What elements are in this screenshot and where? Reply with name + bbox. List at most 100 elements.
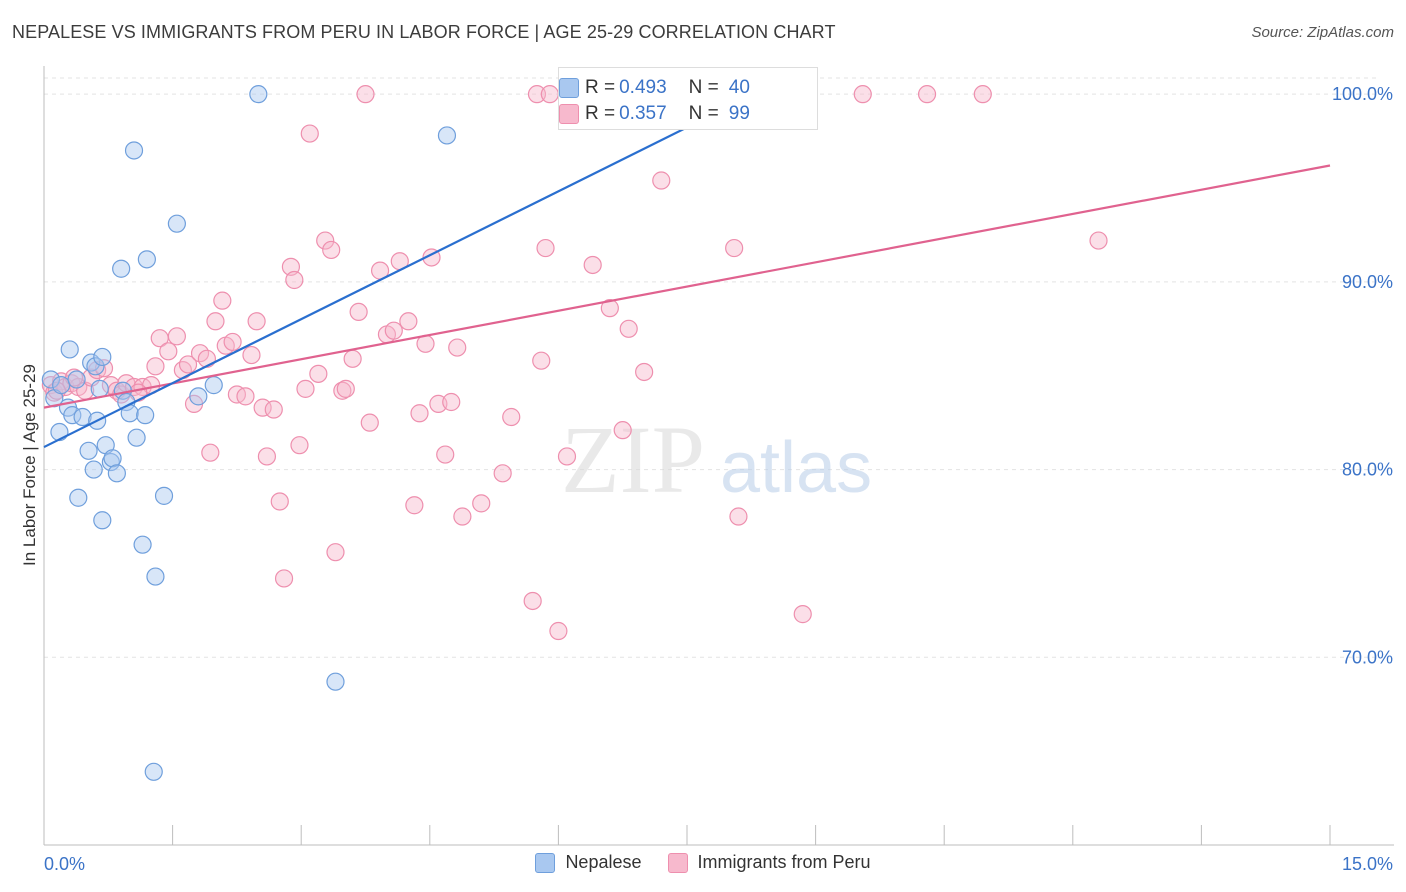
peru-point <box>343 349 362 368</box>
n-label: N = <box>688 77 719 98</box>
peru-point <box>405 496 424 515</box>
nepalese-point <box>41 370 60 389</box>
watermark-zip: ZIP <box>561 406 705 513</box>
peru-point <box>453 507 472 526</box>
nepalese-point <box>133 535 152 554</box>
y-tick-labels: 70.0% 80.0% 90.0% 100.0% <box>1332 84 1393 667</box>
nepalese-swatch <box>535 852 556 873</box>
source-credit: Source: ZipAtlas.com <box>1251 24 1394 41</box>
peru-point <box>336 379 355 398</box>
stats-legend: R = 0.493 N = 40 R = 0.357 N = 99 <box>558 67 818 130</box>
peru-point <box>316 231 335 250</box>
peru-point <box>540 85 559 104</box>
nepalese-point <box>326 672 345 691</box>
nepalese-point <box>52 376 71 395</box>
peru-point <box>557 447 577 466</box>
peru-point <box>236 387 255 406</box>
legend-label-peru: Immigrants from Peru <box>697 852 871 872</box>
peru-point <box>178 355 198 374</box>
n-value-nepalese: 40 <box>728 77 750 98</box>
nepalese-point <box>93 347 112 367</box>
peru-point <box>527 85 547 104</box>
peru-point <box>146 357 165 376</box>
r-label: R = <box>585 103 616 124</box>
peru-point <box>213 291 232 310</box>
r-value-nepalese: 0.493 <box>619 77 667 98</box>
peru-point <box>197 349 216 368</box>
peru-point <box>493 464 512 483</box>
nepalese-point <box>124 141 144 160</box>
peru-point <box>201 443 220 462</box>
peru-point <box>1089 231 1108 250</box>
peru-point <box>322 240 341 260</box>
peru-point <box>472 494 491 513</box>
nepalese-point <box>167 214 186 233</box>
peru-point <box>619 319 638 338</box>
legend-item-peru[interactable]: Immigrants from Peru <box>667 852 871 873</box>
peru-point <box>613 421 632 440</box>
peru-point <box>536 238 555 258</box>
nepalese-point <box>144 762 163 781</box>
nepalese-point <box>103 449 122 468</box>
peru-point <box>583 255 602 275</box>
peru-point <box>399 312 418 331</box>
peru-point <box>448 338 467 357</box>
y-tick-label: 90.0% <box>1342 272 1393 292</box>
peru-point <box>356 85 375 104</box>
nepalese-point <box>69 488 88 507</box>
nepalese-point <box>127 428 146 447</box>
peru-point <box>206 312 225 331</box>
peru-point <box>523 591 542 611</box>
series-legend: Nepalese Immigrants from Peru <box>0 852 1406 873</box>
r-value-peru: 0.357 <box>619 103 667 124</box>
n-label: N = <box>688 103 719 124</box>
gridlines <box>44 77 1380 658</box>
nepalese-point <box>137 250 156 269</box>
y-axis-label: In Labor Force | Age 25-29 <box>20 364 39 566</box>
nepalese-point <box>107 464 126 483</box>
nepalese-point <box>189 387 208 406</box>
peru-point <box>247 312 266 331</box>
peru-point <box>326 543 345 562</box>
peru-point <box>436 445 455 464</box>
peru-point <box>442 392 461 412</box>
y-tick-label: 70.0% <box>1342 647 1393 667</box>
nepalese-point <box>90 379 109 398</box>
peru-point <box>242 345 261 365</box>
nepalese-point <box>146 567 165 586</box>
peru-point <box>223 332 242 352</box>
stats-row-nepalese: R = 0.493 N = 40 <box>559 76 750 100</box>
nepalese-point <box>93 511 112 530</box>
nepalese-points <box>41 85 457 781</box>
peru-point <box>296 379 315 398</box>
peru-point <box>652 171 671 190</box>
legend-item-nepalese[interactable]: Nepalese <box>535 852 642 873</box>
peru-point <box>973 85 992 104</box>
peru-point <box>360 413 379 432</box>
peru-point <box>270 492 289 511</box>
peru-point <box>532 351 551 370</box>
trend-lines <box>43 83 1331 449</box>
watermark-atlas: atlas <box>720 428 872 508</box>
nepalese-point <box>112 259 131 278</box>
peru-trend-line <box>43 164 1331 409</box>
nepalese-point <box>60 340 79 359</box>
peru-point <box>729 507 748 526</box>
nepalese-point <box>67 370 86 389</box>
peru-point <box>300 124 319 143</box>
peru-point <box>309 364 328 383</box>
peru-swatch <box>667 852 688 873</box>
peru-point <box>159 342 178 361</box>
x-tick-labels: 0.0% 15.0% <box>44 854 1393 874</box>
peru-point <box>410 404 429 423</box>
peru-point <box>853 85 872 104</box>
n-value-peru: 99 <box>728 103 750 124</box>
peru-points <box>41 85 1108 641</box>
y-tick-label: 80.0% <box>1342 460 1393 480</box>
nepalese-point <box>50 422 69 442</box>
nepalese-point <box>79 441 98 460</box>
legend-label-nepalese: Nepalese <box>565 852 642 872</box>
nepalese-trend-line <box>43 83 774 449</box>
peru-point <box>285 270 304 290</box>
